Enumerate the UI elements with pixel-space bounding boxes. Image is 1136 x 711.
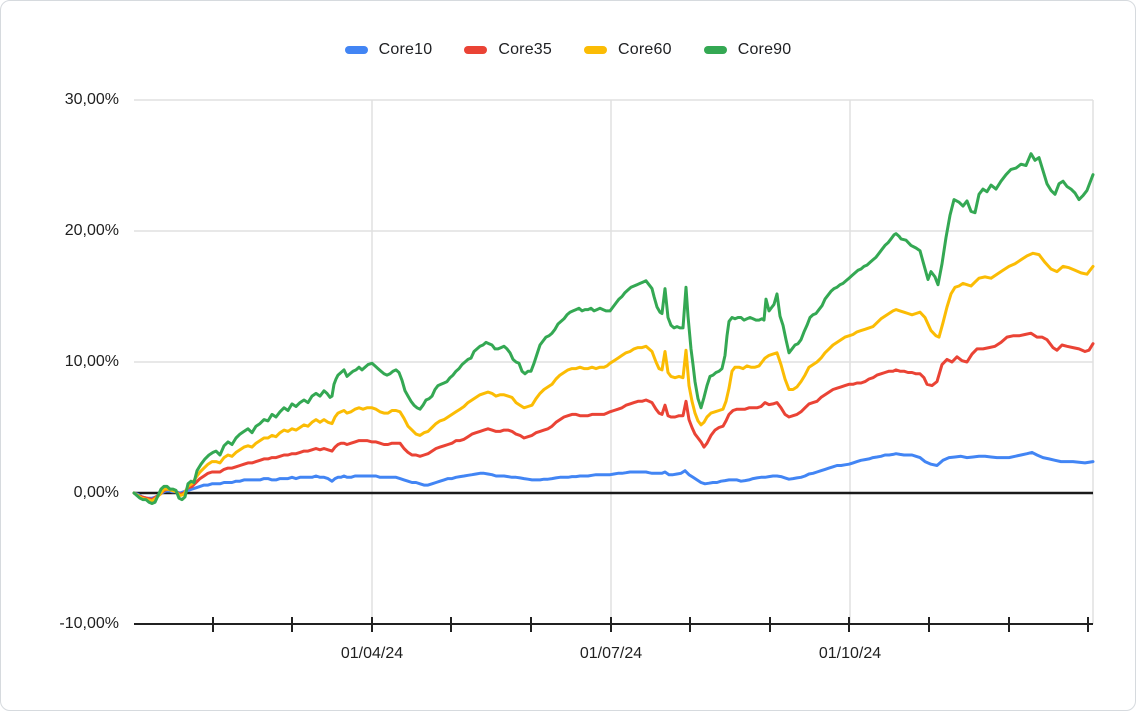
series-line-core90[interactable] bbox=[132, 152, 1095, 505]
legend-swatch-core35-icon bbox=[464, 46, 488, 54]
series-line-core35[interactable] bbox=[132, 331, 1095, 502]
legend-swatch-core60-icon bbox=[584, 46, 607, 54]
legend-swatch-core10-icon bbox=[344, 46, 368, 54]
series-line-core60[interactable] bbox=[132, 251, 1095, 503]
legend-label-core60: Core60 bbox=[618, 41, 672, 58]
y-tick-label--10: -10,00% bbox=[59, 615, 119, 632]
legend-item-core60[interactable]: Core60 bbox=[584, 41, 672, 59]
x-tick-label-01-04-24: 01/04/24 bbox=[340, 645, 404, 662]
x-tick-label-01-10-24: 01/10/24 bbox=[818, 645, 882, 662]
legend-label-core10: Core10 bbox=[378, 41, 433, 58]
y-tick-label-0: 0,00% bbox=[73, 484, 119, 501]
chart-legend: Core10 Core35 Core60 Core90 bbox=[1, 41, 1135, 59]
legend-item-core10[interactable]: Core10 bbox=[344, 41, 433, 59]
legend-label-core35: Core35 bbox=[498, 41, 552, 58]
legend-swatch-core90-icon bbox=[703, 46, 727, 54]
legend-item-core90[interactable]: Core90 bbox=[703, 41, 792, 59]
y-tick-label-10: 10,00% bbox=[64, 353, 119, 370]
series-line-core10[interactable] bbox=[132, 450, 1095, 500]
legend-label-core90: Core90 bbox=[737, 41, 792, 58]
y-tick-label-30: 30,00% bbox=[64, 91, 119, 108]
x-tick-label-01-07-24: 01/07/24 bbox=[579, 645, 643, 662]
legend-item-core35[interactable]: Core35 bbox=[464, 41, 552, 59]
y-tick-label-20: 20,00% bbox=[64, 222, 119, 239]
